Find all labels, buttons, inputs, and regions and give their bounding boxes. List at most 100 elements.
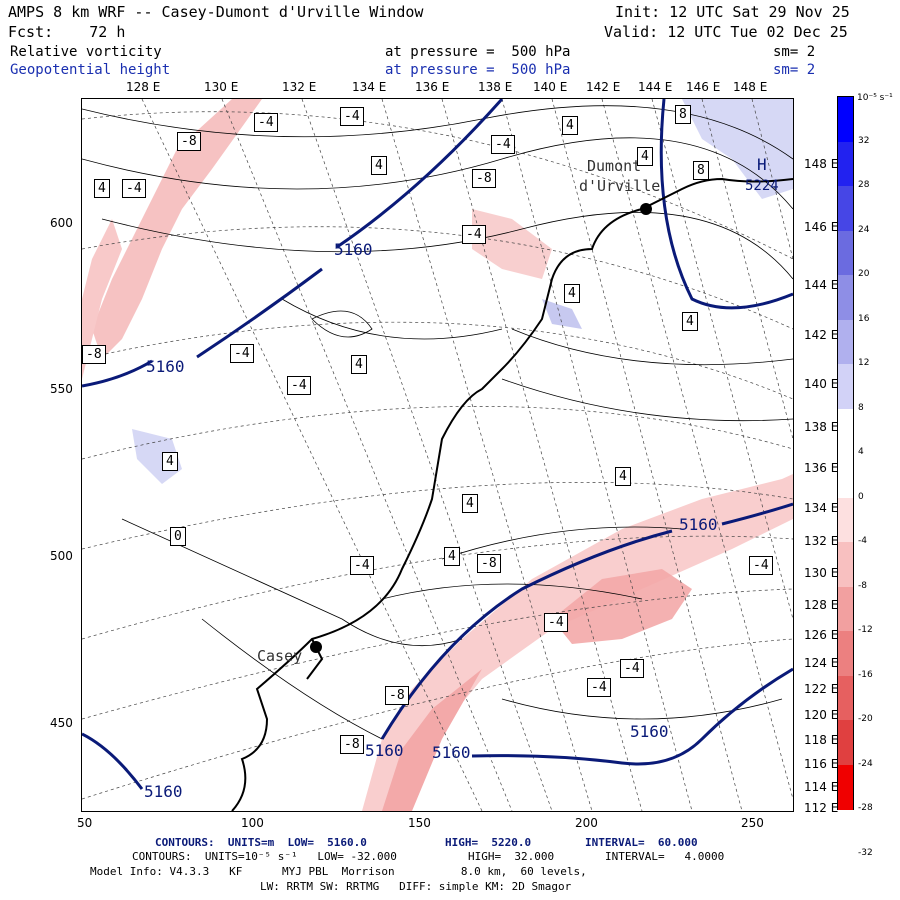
vorticity-contour-label: -4	[749, 556, 773, 575]
colorbar-label: -12	[858, 625, 873, 635]
lon-side-label: 114 E	[804, 780, 839, 794]
colorbar-cell	[838, 764, 853, 810]
grid-x-tick: 150	[408, 816, 431, 830]
height-label: 5160	[144, 782, 183, 801]
colorbar-label: 0	[858, 491, 864, 502]
lon-label: 130 E	[204, 80, 239, 94]
field1-name: Relative vorticity	[10, 44, 162, 60]
colorbar-cell	[838, 275, 853, 320]
footer-height-contours: CONTOURS: UNITS=m LOW= 5160.0	[155, 836, 367, 849]
colorbar-cell	[838, 408, 853, 454]
colorbar-cell	[838, 586, 853, 632]
vorticity-contour-label: 4	[615, 467, 631, 486]
grid-x-tick: 50	[77, 816, 93, 830]
lon-label: 148 E	[733, 80, 768, 94]
vorticity-contour-label: -8	[477, 554, 501, 573]
lon-side-label: 148 E	[804, 157, 839, 171]
lon-label: 144 E	[638, 80, 673, 94]
vorticity-contour-label: -4	[587, 678, 611, 697]
lon-side-label: 136 E	[804, 461, 839, 475]
vorticity-contour-label: -4	[620, 659, 644, 678]
lon-label: 134 E	[352, 80, 387, 94]
vorticity-contour-label: -4	[491, 135, 515, 154]
vorticity-contour-label: -4	[544, 613, 568, 632]
lon-side-label: 120 E	[804, 708, 839, 722]
colorbar-label: 16	[858, 313, 870, 324]
colorbar-label: -4	[858, 536, 867, 546]
grid-x-tick: 200	[575, 816, 598, 830]
lon-label: 146 E	[686, 80, 721, 94]
grid-y-tick: 500	[50, 549, 73, 563]
vorticity-contour-label: 4	[682, 312, 698, 331]
vorticity-contour-label: 4	[351, 355, 367, 374]
vorticity-colorbar	[837, 96, 854, 810]
grid-x-tick: 100	[241, 816, 264, 830]
dumont-label-line2: d'Urville	[579, 177, 661, 195]
vorticity-contour-label: 4	[562, 116, 578, 135]
colorbar-cell	[838, 97, 853, 142]
vorticity-contour-label: 4	[162, 452, 178, 471]
lon-side-label: 130 E	[804, 566, 839, 580]
lon-side-label: 116 E	[804, 757, 839, 771]
lon-side-label: 126 E	[804, 628, 839, 642]
colorbar-label: 12	[858, 358, 870, 368]
grid-x-tick: 250	[741, 816, 764, 830]
grid-y-tick: 600	[50, 216, 73, 230]
height-label: 5160	[432, 743, 471, 762]
vorticity-contour-label: 8	[675, 105, 691, 124]
vorticity-contour-label: -4	[254, 113, 278, 132]
colorbar-label: 32	[858, 135, 870, 146]
lon-label: 136 E	[415, 80, 450, 94]
lon-side-label: 146 E	[804, 220, 839, 234]
lon-side-label: 112 E	[804, 801, 839, 815]
field2-name: Geopotential height	[10, 62, 171, 78]
casey-label: Casey	[257, 647, 303, 665]
footer-vort-contours: CONTOURS: UNITS=10⁻⁵ s⁻¹ LOW= -32.000	[132, 850, 397, 863]
casey-station-dot	[310, 641, 322, 653]
height-label: 5160	[630, 722, 669, 741]
footer-height-high: HIGH= 5220.0	[445, 836, 532, 849]
colorbar-label: 8	[858, 402, 864, 413]
vorticity-contour-label: -4	[350, 556, 374, 575]
vorticity-contour-label: -8	[472, 169, 496, 188]
footer-vort-high: HIGH= 32.000	[468, 850, 555, 863]
field2-smoothing: sm= 2	[773, 62, 816, 78]
init-time: Init: 12 UTC Sat 29 Nov 25	[615, 3, 850, 21]
height-label: 5160	[365, 741, 404, 760]
vorticity-shading	[82, 99, 793, 811]
field1-level: at pressure = 500 hPa	[385, 44, 571, 60]
vorticity-contour-label: -4	[462, 225, 486, 244]
grid-y-tick: 550	[50, 382, 73, 396]
field2-level: at pressure = 500 hPa	[385, 62, 571, 78]
colorbar-label: 24	[858, 224, 870, 235]
colorbar-label: -16	[858, 669, 873, 680]
colorbar-label: -24	[858, 758, 873, 769]
lon-side-label: 134 E	[804, 501, 839, 515]
colorbar-cell	[838, 631, 853, 676]
lon-side-label: 128 E	[804, 598, 839, 612]
vorticity-contour-label: -4	[122, 179, 146, 198]
footer-vort-interval: INTERVAL= 4.0000	[605, 850, 725, 863]
valid-time: Valid: 12 UTC Tue 02 Dec 25	[604, 23, 848, 41]
colorbar-label: 28	[858, 180, 870, 190]
footer-height-interval: INTERVAL= 60.000	[585, 836, 698, 849]
colorbar-cell	[838, 141, 853, 187]
vorticity-contour-label: 4	[564, 284, 580, 303]
colorbar-cell	[838, 453, 853, 498]
lon-side-label: 140 E	[804, 377, 839, 391]
lon-label: 128 E	[126, 80, 161, 94]
vorticity-contour-label: -8	[177, 132, 201, 151]
map-canvas	[82, 99, 793, 811]
colorbar-label: -32	[858, 847, 873, 858]
high-value-label: 5224	[745, 178, 779, 194]
graticule	[82, 99, 793, 811]
colorbar-unit: 10⁻⁵ s⁻¹	[857, 93, 893, 103]
height-label: 5160	[679, 515, 718, 534]
colorbar-cell	[838, 230, 853, 276]
colorbar-label: 20	[858, 269, 870, 279]
colorbar-cell	[838, 319, 853, 365]
lon-side-label: 124 E	[804, 656, 839, 670]
lon-side-label: 132 E	[804, 534, 839, 548]
colorbar-label: 4	[858, 447, 864, 457]
forecast-hour: Fcst: 72 h	[8, 23, 126, 41]
